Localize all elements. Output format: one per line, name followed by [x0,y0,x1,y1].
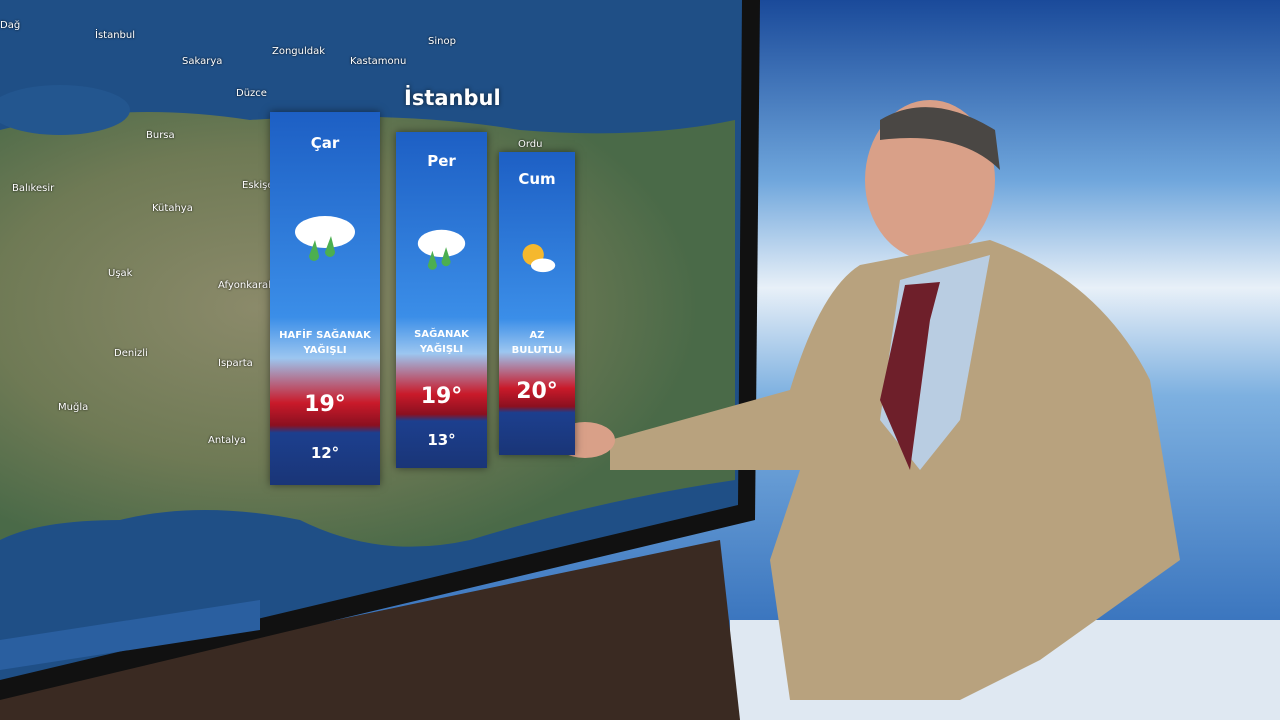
city-label: Ordu [518,139,543,150]
low-temp: 13° [427,431,456,450]
city-label: Zonguldak [272,46,326,57]
weather-icon [270,202,380,272]
presenter-jacket [610,240,1180,700]
day-label: Per [427,152,456,171]
city-label: İstanbul [95,30,136,41]
forecast-card: Per SAĞANAK YAĞIŞLI 19° 13° [396,132,487,468]
day-label: Cum [518,170,556,189]
city-label: Afyonkarahi [218,280,278,291]
city-label: Sinop [428,36,456,47]
weather-icon-graphic [522,243,556,272]
weather-icon [396,213,487,283]
condition-label: HAFİF SAĞANAK YAĞIŞLI [279,330,371,357]
city-label: Muğla [58,402,89,413]
city-label: Dağ [0,20,21,31]
high-temp: 19° [304,391,346,417]
city-label: Bursa [146,130,175,141]
condition-label: AZ BULUTLU [511,329,563,356]
city-label: Uşak [108,268,133,279]
low-temp: 12° [310,443,340,462]
high-temp: 19° [420,384,463,409]
city-label: Kastamonu [350,56,407,67]
stand [0,540,740,720]
weather-icon-graphic [417,229,466,270]
city-label: Antalya [208,435,247,446]
city-label: Kütahya [152,203,193,214]
presenter-tie [880,282,940,470]
weather-icon-graphic [295,215,355,261]
taskbar [0,600,260,670]
presenter-hair [880,107,1000,170]
map-title: İstanbul [404,86,501,110]
day-label: Çar [310,134,340,153]
condition-label: SAĞANAK YAĞIŞLI [414,328,469,355]
forecast-card: Çar HAFİF SAĞANAK YAĞIŞLI 19° 12° [270,112,380,485]
forecast-card: Cum AZ BULUTLU 20° [499,152,575,455]
high-temp: 20° [516,379,558,405]
city-label: Denizli [114,348,148,359]
city-label: Sakarya [182,56,223,67]
weather-icon [499,225,575,295]
city-label: Balıkesir [12,183,55,194]
city-label: Düzce [236,88,267,99]
marmara-sea [0,85,130,135]
city-label: Isparta [218,358,253,369]
city-label: Eskişe [242,180,274,191]
